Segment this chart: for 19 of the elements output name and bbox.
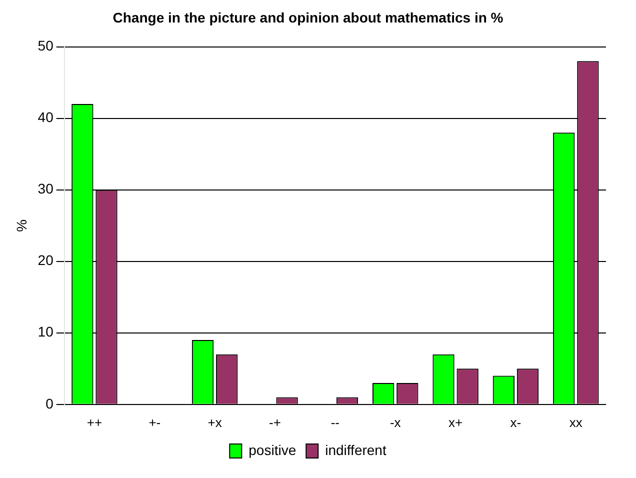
y-tick-label: 30 [38,180,54,197]
x-tick-label: -- [330,414,340,430]
x-tick-label: +- [148,414,161,430]
x-tick-label: ++ [86,414,102,430]
y-tick-label: 10 [38,324,54,340]
chart-title: Change in the picture and opinion about mathematics in % [112,9,504,26]
y-tick-label: 0 [46,395,54,412]
y-tick-label: 20 [38,252,54,268]
legend-label: positive [248,442,296,458]
x-tick-label: x- [510,414,522,430]
legend-label: indifferent [325,442,386,458]
x-tick-label: x+ [448,414,463,430]
x-tick-label: -x [390,414,402,430]
x-tick-label: +x [208,414,222,430]
y-axis-title: % [13,219,30,232]
y-tick-label: 50 [38,38,54,54]
y-tick-label: 40 [38,109,54,126]
x-tick-label: -+ [269,414,281,430]
x-tick-label: xx [569,414,583,430]
